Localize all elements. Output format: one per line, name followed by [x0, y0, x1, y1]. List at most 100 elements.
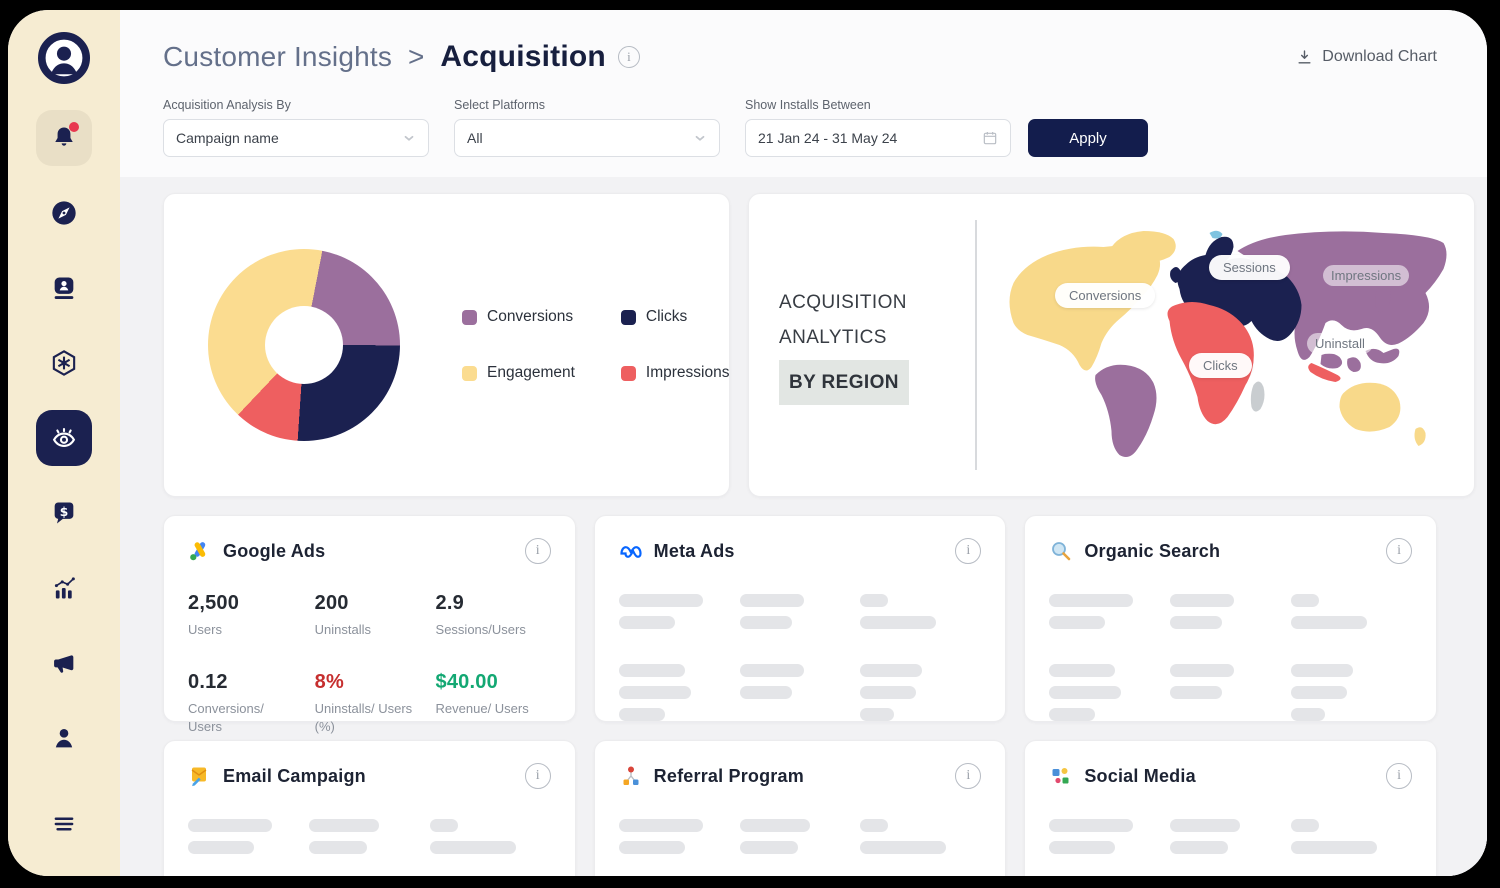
platforms-label: Select Platforms [454, 98, 546, 112]
date-range-label: Show Installs Between [745, 98, 871, 112]
legend-swatch-impressions [620, 365, 636, 381]
bell-icon [55, 127, 73, 146]
legend-item: Impressions [620, 364, 730, 382]
sidebar-item-monetization[interactable]: $ [36, 485, 92, 541]
map-label-uninstall: Uninstall [1307, 333, 1373, 354]
megaphone-icon [54, 655, 74, 673]
card-title: Google Ads [223, 540, 326, 561]
map-title: ACQUISITION ANALYTICS BY REGION [779, 285, 951, 405]
skeleton-stats [188, 819, 551, 863]
hamburger-icon [54, 817, 74, 831]
download-icon [1298, 49, 1311, 64]
filter-bar: Acquisition Analysis By Campaign name Se… [163, 98, 1437, 157]
social-media-icon [1052, 768, 1069, 784]
sidebar-item-campaigns[interactable] [36, 635, 92, 691]
legend-item: Engagement [462, 364, 575, 382]
calendar-icon [983, 132, 997, 145]
legend-swatch-engagement [462, 365, 477, 381]
search-icon [1052, 542, 1071, 561]
google-ads-icon [190, 542, 206, 561]
stat-uninstalls-users-pct: 8% Uninstalls/ Users (%) [314, 671, 413, 735]
dollar-chat-icon: $ [54, 502, 74, 524]
map-label-conversions: Conversions [1055, 283, 1156, 308]
compass-icon [52, 201, 76, 225]
world-map: Conversions Sessions Impressions Uninsta… [1001, 225, 1456, 465]
main-content: Customer Insights > Acquisition i Downlo… [120, 10, 1487, 876]
referral-network-icon [623, 766, 639, 785]
analysis-by-label: Acquisition Analysis By [163, 98, 291, 112]
sidebar-item-explore[interactable] [36, 185, 92, 241]
card-title: Organic Search [1084, 540, 1221, 561]
skeleton-stats [1049, 594, 1412, 730]
meta-icon [620, 546, 642, 558]
card-title: Email Campaign [223, 765, 366, 786]
platforms-select[interactable]: All [454, 119, 720, 157]
divider [975, 220, 977, 470]
legend-label: Engagement [487, 364, 575, 381]
dashboard-body: Conversions Clicks Engagement Impre [120, 177, 1487, 876]
card-title: Meta Ads [653, 540, 735, 561]
card-title: Referral Program [653, 765, 804, 786]
map-label-impressions: Impressions [1323, 265, 1410, 286]
download-chart-label: Download Chart [1322, 48, 1437, 65]
email-campaign-icon [191, 767, 207, 787]
page-title: Acquisition [440, 40, 606, 73]
world-map-svg [1009, 230, 1447, 457]
info-icon[interactable]: i [1386, 538, 1413, 564]
referral-program-card: Referral Program i [593, 740, 1007, 876]
social-media-card: Social Media i [1024, 740, 1438, 876]
legend-label: Conversions [487, 308, 574, 325]
sidebar-item-audience[interactable] [36, 260, 92, 316]
sidebar-menu-toggle[interactable] [36, 796, 92, 852]
svg-text:$: $ [60, 505, 69, 519]
donut-hole [265, 306, 343, 384]
info-icon[interactable]: i [1386, 763, 1413, 789]
analysis-by-value: Campaign name [176, 130, 279, 146]
legend-label: Impressions [645, 364, 730, 381]
avatar-icon [38, 32, 90, 84]
date-range-input[interactable]: 21 Jan 24 - 31 May 24 [745, 119, 1011, 157]
stat-revenue-users: $40.00 Revenue/ Users [435, 671, 529, 717]
skeleton-stats [618, 819, 982, 863]
google-ads-stats: 2,500 Users 200 Uninstalls 2.9 Sessions/Use… [188, 592, 551, 737]
title-info-icon[interactable]: i [617, 46, 640, 68]
stat-users: 2,500 Users [188, 592, 240, 637]
donut-chart [208, 249, 400, 441]
info-icon[interactable]: i [955, 763, 982, 789]
sidebar-item-analytics[interactable] [36, 560, 92, 616]
info-icon[interactable]: i [524, 763, 551, 789]
bar-chart-trend-icon [54, 577, 75, 599]
region-map-card: ACQUISITION ANALYTICS BY REGION [748, 193, 1475, 497]
breadcrumb[interactable]: Customer Insights [163, 41, 393, 72]
legend-swatch-conversions [462, 309, 477, 325]
person-icon [55, 729, 73, 748]
apply-button[interactable]: Apply [1028, 119, 1148, 157]
google-ads-card: Google Ads i 2,500 Users 200 Uninstalls 2.… [163, 515, 576, 734]
sidebar: $ [8, 10, 120, 876]
metrics-donut-card: Conversions Clicks Engagement Impre [163, 193, 730, 497]
person-monitor-icon [54, 277, 74, 299]
sidebar-item-integrations[interactable] [36, 335, 92, 391]
eye-icon [52, 427, 76, 447]
notification-badge [69, 122, 79, 132]
stat-conversions-users: 0.12 Conversions/ Users [188, 671, 264, 735]
legend-item: Conversions [462, 308, 575, 326]
sidebar-item-notifications[interactable] [36, 110, 92, 166]
info-icon[interactable]: i [524, 538, 551, 564]
info-icon[interactable]: i [955, 538, 982, 564]
card-title: Social Media [1084, 765, 1196, 786]
map-region-tag: BY REGION [779, 359, 909, 405]
platforms-value: All [467, 130, 483, 146]
donut-legend: Conversions Clicks Engagement Impre [462, 308, 729, 382]
stat-uninstalls: 200 Uninstalls [314, 592, 371, 637]
legend-item: Clicks [620, 308, 730, 326]
sidebar-item-profile[interactable] [36, 710, 92, 766]
sidebar-item-insights-active[interactable] [36, 410, 92, 466]
analysis-by-select[interactable]: Campaign name [163, 119, 429, 157]
breadcrumb-separator: > [408, 41, 425, 72]
map-title-line1: ACQUISITION [779, 292, 907, 314]
download-chart-button[interactable]: Download Chart [1296, 48, 1437, 66]
app-window: $ Customer Insights > Acquisition i D [8, 10, 1487, 876]
user-avatar[interactable] [38, 32, 90, 84]
